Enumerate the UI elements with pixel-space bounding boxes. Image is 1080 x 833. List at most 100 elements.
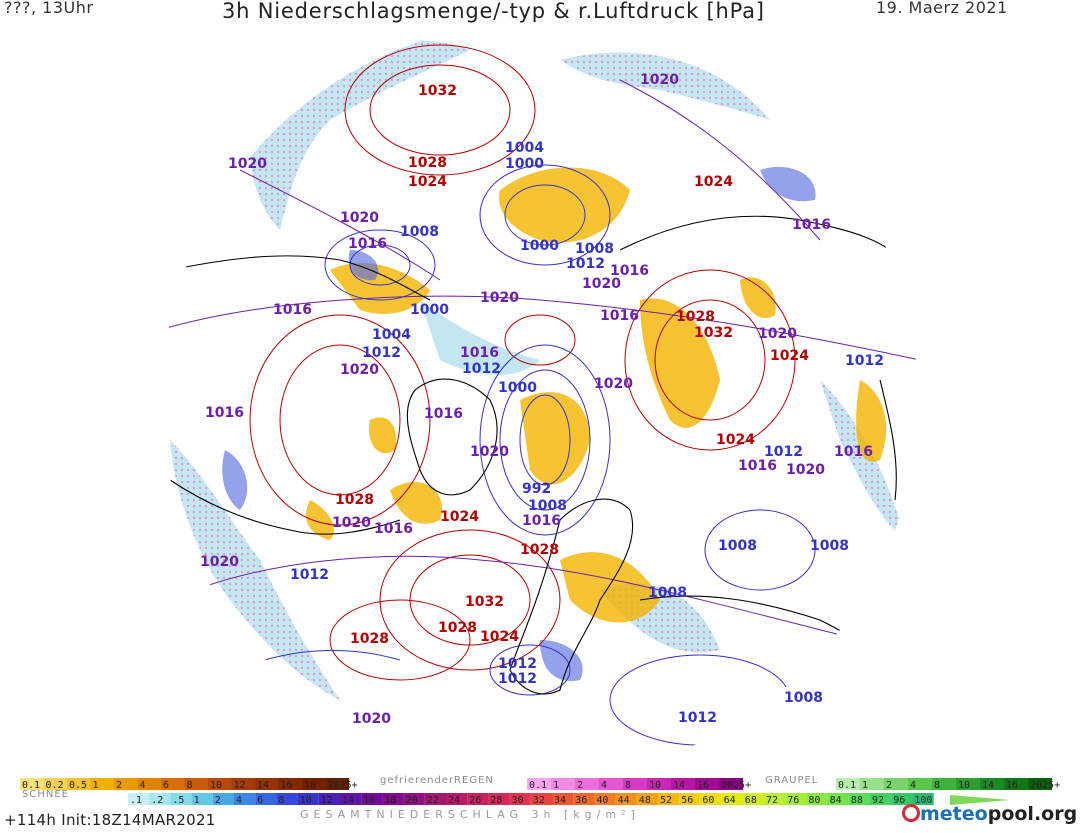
legend-total-value: 44 (618, 795, 630, 806)
legend-snow-value: 4 (140, 780, 146, 791)
legend-total-swatch (191, 793, 213, 805)
isobar-label: 1012 (362, 345, 401, 361)
legend-freezing-rain-swatch (551, 778, 575, 790)
legend-total-value: 18 (384, 795, 396, 806)
legend-total-value: 100 (914, 795, 932, 806)
legend-snow-value: 12 (234, 780, 246, 791)
legend-total-value: 14 (342, 795, 354, 806)
legend-graupel-label: GRAUPEL (765, 775, 818, 786)
japan-coast (879, 379, 897, 501)
legend-total-value: 12 (321, 795, 333, 806)
legend-snow-swatch (90, 778, 114, 790)
legend-total-swatch (170, 793, 192, 805)
legend-total-swatch (700, 793, 722, 805)
legend-freezing-rain-swatch (599, 778, 623, 790)
legend-total-swatch (848, 793, 870, 805)
isobar-label: 1020 (228, 156, 267, 172)
alaska-coast (169, 255, 431, 301)
legend-freezing-rain-value: 8 (625, 780, 631, 791)
isobar-label: 1012 (764, 444, 803, 460)
legend-total-value: 76 (787, 795, 799, 806)
legend-freezing-rain-value: 0.1 (529, 780, 547, 791)
legend-total-swatch (912, 793, 934, 805)
legend-total-value: 60 (702, 795, 714, 806)
isobar-label: 1016 (460, 345, 499, 361)
isobar-label: 1012 (566, 256, 605, 272)
isobar-label: 1016 (424, 406, 463, 422)
legend-snow-value: 0.1 (22, 780, 40, 791)
legend-total-swatch (870, 793, 892, 805)
legend-snow-swatch (114, 778, 138, 790)
meteopool-logo[interactable]: meteopool.org (902, 803, 1077, 825)
legend-total-swatch (509, 793, 531, 805)
legend-graupel-swatch (932, 778, 956, 790)
isobar-label: 1024 (770, 348, 809, 364)
legend-freezing-rain-value: 16 (697, 780, 709, 791)
legend-snow-value: 10 (210, 780, 222, 791)
legend-total-swatch (255, 793, 277, 805)
isobar-label: 1004 (505, 140, 544, 156)
legend-total-swatch (827, 793, 849, 805)
greenland-coast (406, 378, 498, 496)
isobar-label: 1016 (600, 308, 639, 324)
legend-total-swatch (679, 793, 701, 805)
legend-total-swatch (806, 793, 828, 805)
legend-freezing-rain-swatch (719, 778, 743, 790)
isobar-label: 1004 (372, 327, 411, 343)
isobar-label: 1020 (582, 276, 621, 292)
legend-total-value: 4 (236, 795, 242, 806)
legend-total-swatch (361, 793, 383, 805)
legend-total-swatch (382, 793, 404, 805)
legend-snow-value: 0.2 (46, 780, 64, 791)
legend-snow-swatch (208, 778, 232, 790)
legend-total-swatch (530, 793, 552, 805)
isobar-label: 1000 (520, 238, 559, 254)
isobar-label: 1016 (610, 263, 649, 279)
legend-total-swatch (149, 793, 171, 805)
legend-graupel-value: 4 (910, 780, 916, 791)
legend-graupel-swatch (956, 778, 980, 790)
legend-total-value: 16 (363, 795, 375, 806)
legend-graupel-swatch (980, 778, 1004, 790)
isobar-label: 1012 (678, 710, 717, 726)
isobar-label: 1000 (410, 302, 449, 318)
isobars (162, 44, 918, 746)
legend-graupel-swatch (908, 778, 932, 790)
legend-total-value: 92 (872, 795, 884, 806)
legend-total-value: .1 (130, 795, 142, 806)
isobar-label: 1024 (408, 174, 447, 190)
legend-total-swatch (446, 793, 468, 805)
isobar-label: 1016 (738, 458, 777, 474)
legend-graupel-value: 10 (958, 780, 970, 791)
isobar-label: 1024 (694, 174, 733, 190)
legend-total-value: 8 (278, 795, 284, 806)
legend-graupel-value: 16 (1006, 780, 1018, 791)
isobar-label: 1020 (480, 290, 519, 306)
isobar-label: 1016 (374, 521, 413, 537)
legend-freezing-rain-value: 1 (553, 780, 559, 791)
legend-snow-value: 2 (116, 780, 122, 791)
legend-snow-value: 18 (304, 780, 316, 791)
legend-total-value: 72 (766, 795, 778, 806)
legend-freezing-rain: 0.1 1 2 4 8 10 14 16 2025+ (527, 778, 751, 791)
map-title: 3h Niederschlagsmenge/-typ & r.Luftdruck… (222, 0, 765, 23)
isobar-label: 1032 (465, 594, 504, 610)
legend-total-value: 52 (660, 795, 672, 806)
legend-snow-swatch (161, 778, 185, 790)
legend-total-value: 6 (257, 795, 263, 806)
legend-graupel-swatch (1028, 778, 1052, 790)
legend-total-swatch (636, 793, 658, 805)
legend-total-swatch (764, 793, 786, 805)
legend-arrow (950, 795, 1010, 805)
legend-total-swatch (721, 793, 743, 805)
legend-total-value: 24 (448, 795, 460, 806)
legend-total-value: 28 (490, 795, 502, 806)
legend-total-swatch (573, 793, 595, 805)
isobar-label: 1020 (594, 376, 633, 392)
isobar-label: 1008 (528, 498, 567, 514)
legend-total-value: .2 (151, 795, 163, 806)
isobar-labels: 1032102810241020102010161008100410001020… (200, 72, 884, 727)
isobar-label: 1008 (718, 538, 757, 554)
isobar-label: 1016 (522, 513, 561, 529)
legend-total-swatch (891, 793, 913, 805)
